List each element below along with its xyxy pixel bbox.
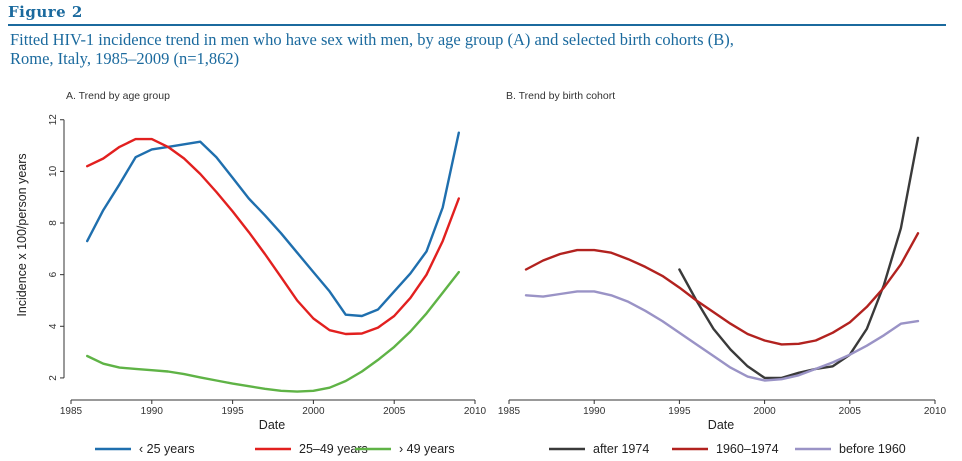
panel-a-series-line-2 — [85, 137, 460, 336]
panel-a-x-axis-label: Date — [259, 418, 285, 432]
panel-a-x-tick-label: 2000 — [302, 406, 325, 417]
panel-b-series-line-1 — [678, 136, 920, 380]
panel-a-x-tick-label: 1995 — [221, 406, 244, 417]
panel-a-x-tick-label: 1985 — [60, 406, 83, 417]
panel-b-legend-label-3: before 1960 — [839, 442, 906, 456]
panel-a-y-tick-label: 10 — [48, 165, 59, 177]
figure-divider — [8, 24, 946, 26]
panel-b-legend-label-2: 1960–1974 — [716, 442, 779, 456]
panel-a-y-tick-label: 2 — [48, 375, 59, 381]
panel-b-title: B. Trend by birth cohort — [506, 90, 615, 102]
panel-a-title: A. Trend by age group — [66, 90, 170, 102]
y-axis-label: Incidence x 100/person years — [15, 153, 29, 316]
figure-label: Figure 2 — [8, 3, 83, 21]
panel-b-legend-label-1: after 1974 — [593, 442, 649, 456]
panel-b-series-line-2 — [524, 232, 920, 346]
panel-a-y-tick-label: 12 — [48, 114, 59, 126]
caption-line-2: Rome, Italy, 1985–2009 (n=1,862) — [10, 49, 240, 68]
panel-b-x-tick-label: 1990 — [583, 406, 606, 417]
panel-a-legend-label-1: ‹ 25 years — [139, 442, 195, 456]
panel-a-legend-label-2: 25–49 years — [299, 442, 368, 456]
panel-b-x-tick-label: 1985 — [498, 406, 521, 417]
panel-a-y-tick-label: 8 — [48, 220, 59, 226]
caption-line-1: Fitted HIV-1 incidence trend in men who … — [10, 30, 734, 49]
panel-b-x-tick-label: 2010 — [924, 406, 947, 417]
panel-a-series-line-3 — [85, 270, 460, 393]
panel-b-x-tick-label: 2005 — [839, 406, 862, 417]
panel-b-series-line-3 — [524, 290, 920, 382]
panel-a-series-line-1 — [85, 131, 460, 318]
panel-a-x-tick-label: 1990 — [141, 406, 164, 417]
panel-a-legend-label-3: › 49 years — [399, 442, 455, 456]
panel-a-x-tick-label: 2010 — [464, 406, 487, 417]
panel-a-x-tick-label: 2005 — [383, 406, 406, 417]
panel-a-y-tick-label: 4 — [48, 323, 59, 329]
panel-b-x-axis-label: Date — [708, 418, 734, 432]
figure-caption: Fitted HIV-1 incidence trend in men who … — [10, 30, 910, 68]
panel-b-x-tick-label: 1995 — [668, 406, 691, 417]
panel-a-y-tick-label: 6 — [48, 271, 59, 277]
panel-b-x-tick-label: 2000 — [753, 406, 776, 417]
